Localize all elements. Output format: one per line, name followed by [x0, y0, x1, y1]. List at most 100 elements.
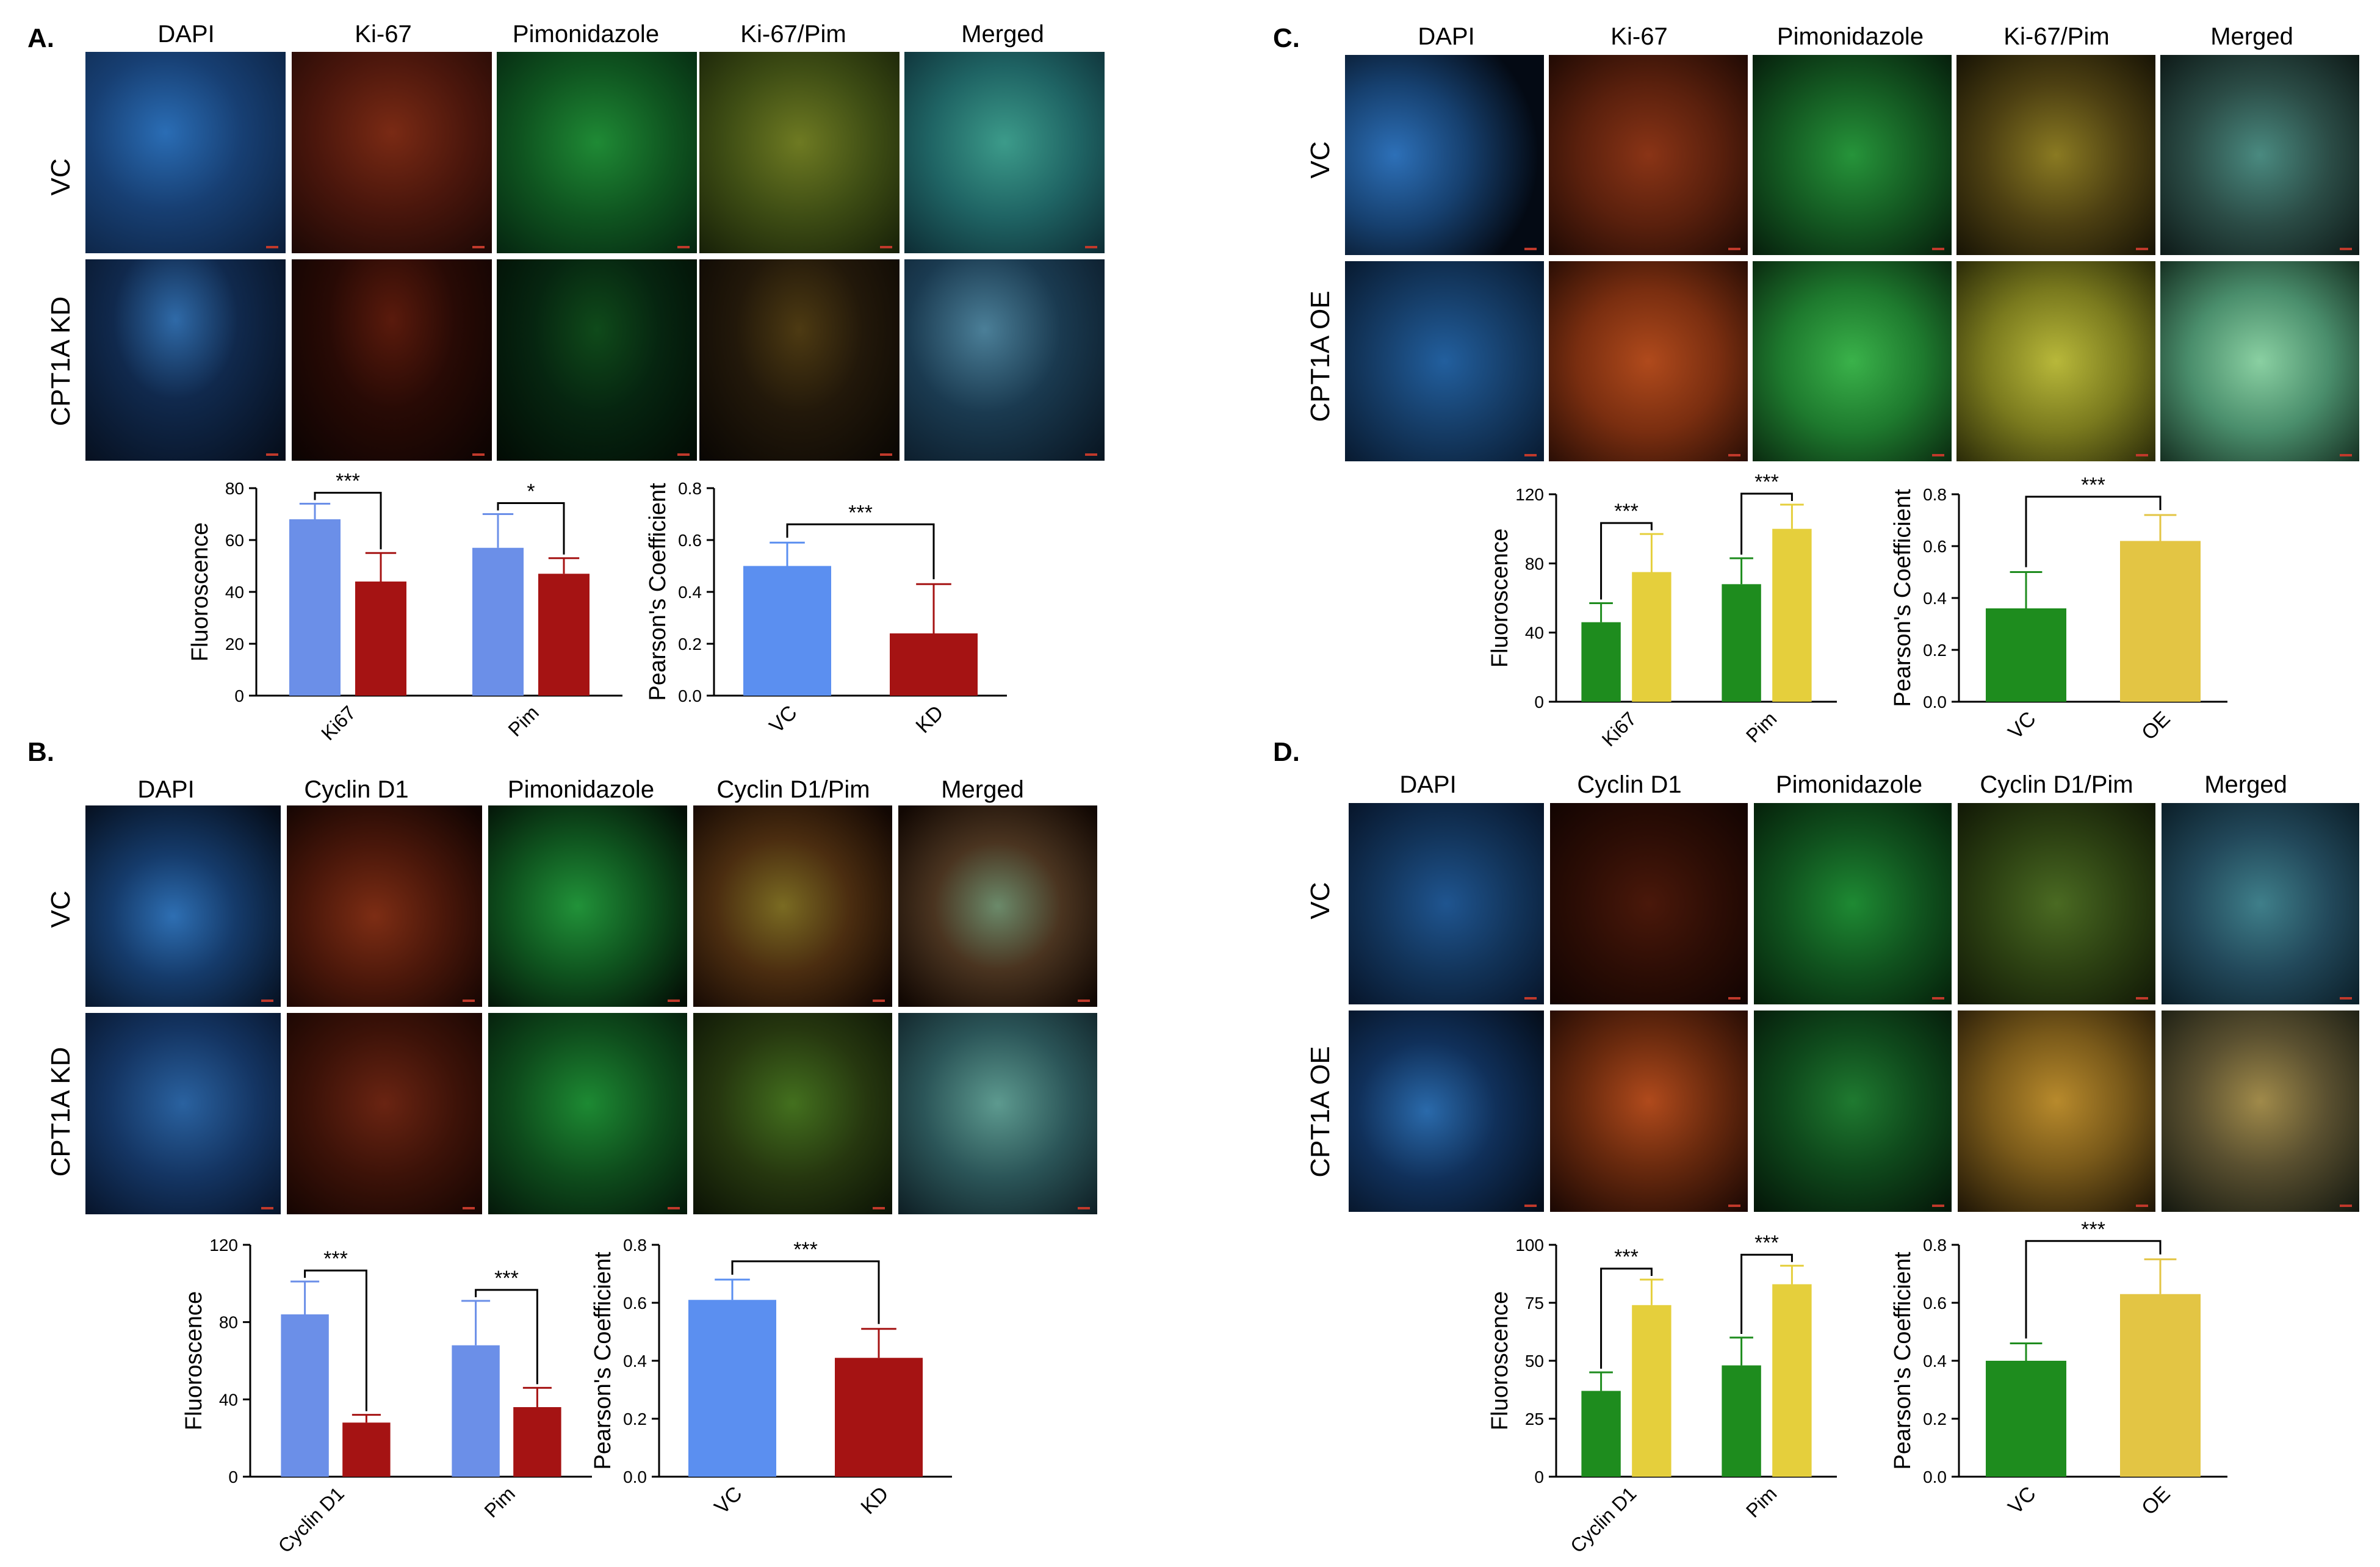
micrograph-overlay	[693, 805, 892, 1007]
y-tick-label: 0.2	[1923, 1410, 1947, 1428]
y-tick-label: 0.4	[623, 1352, 647, 1371]
column-label: Ki-67	[1610, 23, 1668, 50]
x-tick-label: VC	[765, 701, 801, 738]
micrograph-pimonidazole	[488, 1013, 687, 1214]
significance-marker: ***	[1754, 470, 1779, 494]
chart-b-pearson: 0.0 0.2 0.4 0.6 0.8 Pearson's Coefficient VC KD…	[590, 1236, 952, 1519]
y-tick-label: 0.8	[678, 479, 702, 498]
significance-bracket	[304, 1269, 367, 1411]
micrograph-ki67	[1549, 261, 1748, 461]
y-tick-label: 60	[225, 531, 244, 550]
micrograph-dapi	[85, 259, 286, 461]
column-label: Cyclin D1/Pim	[716, 776, 870, 803]
bar	[2120, 541, 2201, 702]
y-tick-label: 0.2	[623, 1410, 647, 1428]
y-tick-label: 120	[1515, 485, 1544, 504]
panel-letter-a: A.	[27, 23, 54, 53]
micrograph-overlay	[699, 52, 900, 253]
micrograph-merged	[2160, 55, 2359, 255]
row-label: CPT1A OE	[1305, 290, 1335, 422]
significance-marker: ***	[1754, 1231, 1779, 1255]
bar	[1722, 584, 1761, 702]
column-label: Cyclin D1/Pim	[1980, 771, 2133, 798]
column-label: Ki-67/Pim	[740, 21, 846, 48]
y-axis-label: Pearson's Coefficient	[1890, 489, 1916, 707]
y-tick-label: 0.8	[623, 1236, 647, 1255]
bar	[452, 1345, 500, 1477]
bar	[1772, 528, 1812, 702]
chart-d-pearson: 0.0 0.2 0.4 0.6 0.8 Pearson's Coefficient VC OE…	[1890, 1218, 2227, 1519]
column-label: Pimonidazole	[507, 776, 655, 803]
y-tick-label: 0.8	[1923, 485, 1947, 504]
y-tick-label: 0.2	[678, 635, 702, 654]
chart-c-pearson: 0.0 0.2 0.4 0.6 0.8 Pearson's Coefficient VC OE…	[1890, 474, 2227, 745]
y-tick-label: 0.4	[678, 583, 702, 602]
column-label: Ki-67	[355, 21, 412, 48]
x-tick-label: OE	[2137, 707, 2175, 745]
micrograph-merged	[904, 52, 1105, 253]
y-axis-label: Fluoroscence	[1487, 528, 1513, 668]
micrograph-merged	[904, 259, 1105, 461]
row-label: VC	[1305, 141, 1335, 179]
y-axis-label: Pearson's Coefficient	[1890, 1252, 1916, 1470]
y-axis-label: Pearson's Coefficient	[645, 483, 671, 701]
row-label: CPT1A OE	[1305, 1046, 1335, 1178]
micrograph-dapi	[1349, 1010, 1544, 1212]
significance-marker: ***	[793, 1238, 818, 1261]
y-tick-label: 0	[1534, 1468, 1544, 1486]
significance-marker: ***	[1614, 500, 1639, 523]
y-tick-label: 20	[225, 635, 244, 654]
bar	[835, 1358, 923, 1477]
bar	[355, 582, 406, 696]
y-tick-label: 0.0	[623, 1468, 647, 1486]
micrograph-dapi	[85, 52, 286, 253]
x-tick-label: VC	[2003, 707, 2040, 744]
micrograph-merged	[2162, 1010, 2359, 1212]
y-tick-label: 0.4	[1923, 589, 1947, 608]
column-label: DAPI	[1418, 23, 1475, 50]
bar	[1986, 608, 2066, 702]
significance-marker: ***	[494, 1267, 519, 1290]
micrograph-dapi	[85, 805, 281, 1007]
micrograph-overlay	[1958, 803, 2155, 1004]
micrograph-ki67	[292, 259, 492, 461]
x-tick-label: VC	[2003, 1482, 2040, 1519]
micrograph-merged	[898, 805, 1097, 1007]
significance-marker: ***	[1614, 1245, 1639, 1269]
y-tick-label: 0.0	[1923, 693, 1947, 711]
bar	[538, 574, 590, 696]
y-tick-label: 0.6	[1923, 1294, 1947, 1313]
y-tick-label: 0.0	[678, 686, 702, 705]
y-tick-label: 25	[1525, 1410, 1544, 1428]
micrograph-dapi	[1345, 55, 1544, 255]
y-tick-label: 0.8	[1923, 1236, 1947, 1255]
micrograph-overlay	[693, 1013, 892, 1214]
micrograph-cyclin-d1	[1550, 1010, 1748, 1212]
y-axis-label: Fluoroscence	[1487, 1291, 1513, 1430]
x-tick-label: KD	[911, 701, 948, 738]
bar	[1772, 1284, 1812, 1477]
micrograph-dapi	[85, 1013, 281, 1214]
significance-bracket	[1600, 1267, 1653, 1369]
significance-bracket	[475, 1289, 538, 1385]
significance-marker: ***	[848, 501, 873, 524]
chart-c-fluorescence: 0 40 80 120 Fluoroscence Ki67 Pim *** ***	[1487, 470, 1837, 751]
micrograph-dapi	[1345, 261, 1544, 461]
y-tick-label: 0	[1534, 693, 1544, 711]
micrograph-pimonidazole	[1753, 55, 1952, 255]
significance-marker: ***	[2081, 474, 2105, 497]
micrograph-ki67	[292, 52, 492, 253]
column-label: DAPI	[157, 21, 215, 48]
y-tick-label: 0.4	[1923, 1352, 1947, 1371]
micrograph-merged	[898, 1013, 1097, 1214]
row-label: VC	[1305, 882, 1335, 920]
chart-b-fluorescence: 0 40 80 120 Fluoroscence Cyclin D1 Pim *** ***	[181, 1236, 592, 1557]
micrograph-merged	[2160, 261, 2359, 461]
significance-bracket	[786, 523, 935, 580]
micrograph-pimonidazole	[497, 259, 697, 461]
significance-marker: ***	[2081, 1218, 2105, 1241]
x-tick-label: Ki67	[1598, 707, 1641, 751]
bar	[1632, 572, 1671, 702]
column-label: Pimonidazole	[1775, 771, 1923, 798]
